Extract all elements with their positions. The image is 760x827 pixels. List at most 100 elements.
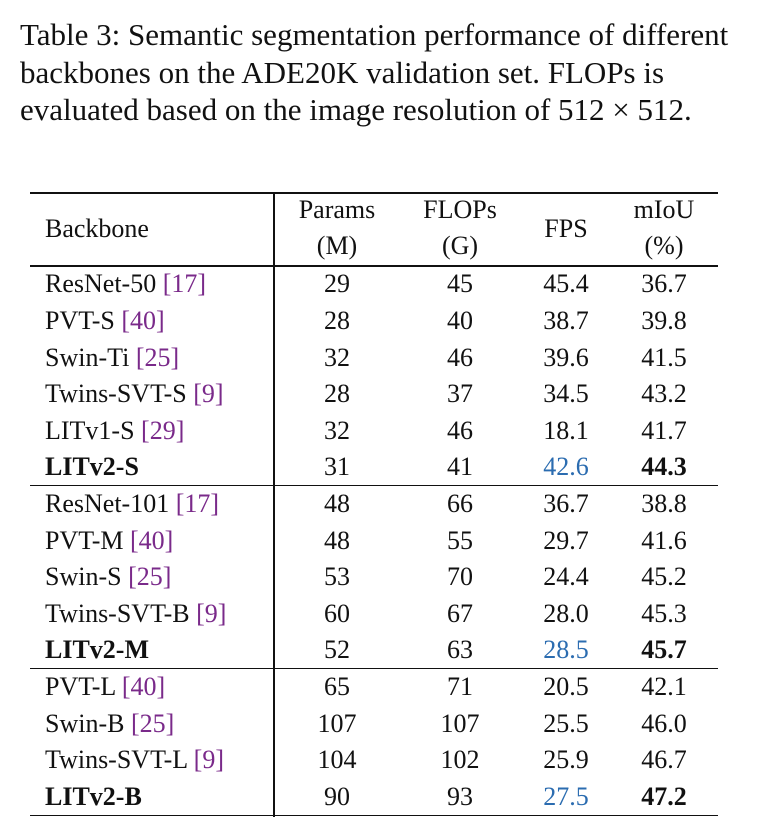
backbone-cell: Twins-SVT-B [9] [45,599,226,629]
caption-label: Table 3: [20,17,121,52]
table-cell: 28 [324,305,350,335]
rule [30,265,718,267]
table-cell: 27.5 [543,781,589,811]
backbone-name: LITv1-S [45,415,135,445]
citation: [29] [141,415,185,445]
header-cell: (M) [316,231,358,260]
table-cell: 46.7 [641,745,687,775]
table-cell: 28 [324,379,350,409]
table-cell: 45.4 [543,269,589,299]
table-cell: 65 [324,671,350,701]
table-cell: 38.8 [641,488,687,518]
table-cell: 41.6 [641,525,687,555]
table-cell: 48 [324,488,350,518]
backbone-name: Swin-S [45,562,122,592]
table-cell: 31 [324,452,350,482]
table-cell: 36.7 [641,269,687,299]
table-cell: 47.2 [641,781,687,811]
table-cell: 39.6 [543,342,589,372]
backbone-cell: PVT-M [40] [45,526,173,556]
header-cell: FLOPs [423,195,497,224]
header-cell: (%) [644,231,684,260]
backbone-cell: PVT-S [40] [45,306,165,336]
table-cell: 55 [447,525,473,555]
caption: Table 3: Semantic segmentation performan… [20,16,740,129]
table-cell: 53 [324,562,350,592]
table-cell: 45 [447,269,473,299]
table-cell: 71 [447,671,473,701]
table-cell: 104 [317,745,357,775]
table-cell: 38.7 [543,305,589,335]
table-cell: 25.9 [543,745,589,775]
backbone-name: LITv2-S [45,452,139,482]
backbone-name: Twins-SVT-S [45,379,187,409]
rule [30,485,718,487]
table-cell: 34.5 [543,379,589,409]
table-cell: 43.2 [641,379,687,409]
backbone-cell: LITv1-S [29] [45,416,184,446]
table-cell: 107 [440,708,480,738]
table-cell: 48 [324,525,350,555]
table-cell: 25.5 [543,708,589,738]
table-cell: 32 [324,342,350,372]
table-cell: 41 [447,452,473,482]
table-cell: 41.5 [641,342,687,372]
backbone-cell: Twins-SVT-S [9] [45,379,224,409]
table-cell: 36.7 [543,488,589,518]
backbone-name: Swin-Ti [45,342,130,372]
table-cell: 93 [447,781,473,811]
table-cell: 66 [447,488,473,518]
citation: [25] [130,708,175,738]
citation: [9] [196,598,227,628]
citation: [40] [130,525,174,555]
citation: [9] [193,379,224,409]
backbone-cell: ResNet-101 [17] [45,489,219,519]
backbone-name: PVT-L [45,671,116,701]
table-cell: 107 [317,708,357,738]
table-cell: 29.7 [543,525,589,555]
table-cell: 45.3 [641,598,687,628]
backbone-cell: LITv2-B [45,782,142,812]
table-cell: 60 [324,598,350,628]
header-cell: FPS [544,214,588,243]
rule [273,192,275,817]
table-cell: 46 [447,415,473,445]
rule [30,814,718,816]
backbone-cell: LITv2-S [45,452,139,482]
table-cell: 37 [447,379,473,409]
table-cell: 28.0 [543,598,589,628]
citation: [17] [175,488,220,518]
backbone-cell: PVT-L [40] [45,672,165,702]
table-cell: 28.5 [543,635,589,665]
citation: [25] [135,342,180,372]
backbone-cell: ResNet-50 [17] [45,269,206,299]
table-cell: 46 [447,342,473,372]
table-cell: 18.1 [543,415,589,445]
citation: [9] [193,745,224,775]
table-cell: 32 [324,415,350,445]
table-cell: 40 [447,305,473,335]
backbone-name: LITv2-M [45,635,149,665]
backbone-cell: Twins-SVT-L [9] [45,745,224,775]
table-cell: 20.5 [543,671,589,701]
table-cell: 70 [447,562,473,592]
header-cell: mIoU [633,195,695,224]
table-cell: 52 [324,635,350,665]
header-cell: (G) [441,231,479,260]
table-cell: 42.1 [641,671,687,701]
backbone-name: Twins-SVT-B [45,598,190,628]
table-cell: 63 [447,635,473,665]
backbone-name: ResNet-50 [45,269,157,299]
table-cell: 24.4 [543,562,589,592]
citation: [17] [162,269,207,299]
backbone-name: Twins-SVT-L [45,745,188,775]
table-cell: 41.7 [641,415,687,445]
header-cell: Params [298,195,376,224]
citation: [40] [121,671,166,701]
citation: [40] [121,305,165,335]
citation: [25] [128,562,172,592]
table-cell: 45.7 [641,635,687,665]
rule [30,668,718,670]
